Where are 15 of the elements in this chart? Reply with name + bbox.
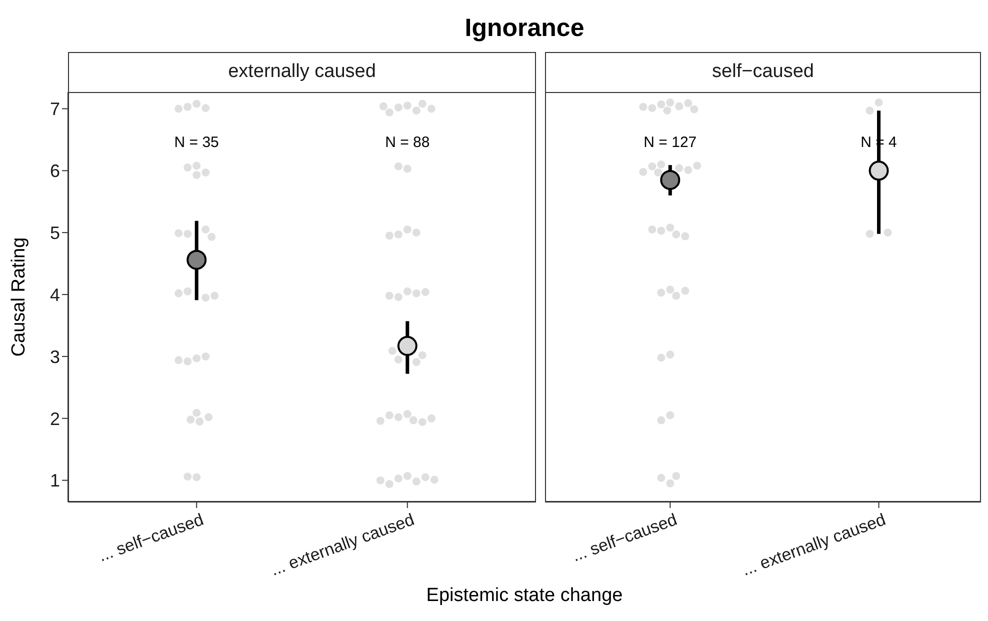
y-tick-label: 1 bbox=[50, 470, 60, 491]
chart-subtitle: externally caused bbox=[68, 52, 536, 93]
chart-title: Ignorance bbox=[464, 14, 586, 43]
y-tick-label: 2 bbox=[50, 408, 60, 429]
annotation: N = 35 bbox=[173, 134, 220, 151]
y-tick-label: 5 bbox=[50, 222, 60, 243]
chart-subtitle: self−caused bbox=[545, 52, 981, 93]
x-axis-title: Epistemic state change bbox=[425, 585, 624, 607]
y-tick-label: 6 bbox=[50, 161, 60, 182]
annotation: N = 127 bbox=[642, 134, 698, 151]
y-tick-label: 3 bbox=[50, 346, 60, 367]
annotation: N = 88 bbox=[384, 134, 431, 151]
y-axis-title: Causal Rating bbox=[9, 237, 31, 357]
y-tick-label: 4 bbox=[50, 284, 60, 305]
y-tick-label: 7 bbox=[50, 99, 60, 120]
